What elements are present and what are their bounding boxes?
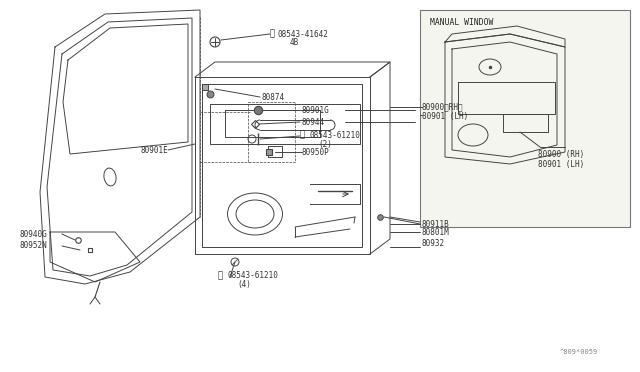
Text: 80874: 80874 (262, 93, 285, 102)
Text: Ⓢ: Ⓢ (218, 272, 223, 280)
Text: 80901 (LH): 80901 (LH) (422, 112, 468, 121)
Text: 80940G: 80940G (20, 230, 48, 238)
Text: 08543-61210: 08543-61210 (227, 272, 278, 280)
Text: 80901 (LH): 80901 (LH) (538, 160, 584, 169)
Text: 08543-61210: 08543-61210 (309, 131, 360, 140)
Text: 80900〈RH〉: 80900〈RH〉 (422, 103, 463, 112)
Text: MANUAL WINDOW: MANUAL WINDOW (430, 17, 493, 26)
Text: (4): (4) (237, 280, 251, 289)
Text: 80952N: 80952N (20, 241, 48, 250)
Text: 80900 (RH): 80900 (RH) (538, 150, 584, 158)
Text: (2): (2) (318, 140, 332, 148)
Text: 80932: 80932 (422, 240, 445, 248)
Text: 80944: 80944 (302, 118, 325, 126)
Text: 80901E: 80901E (140, 145, 168, 154)
Text: 80911B: 80911B (422, 219, 450, 228)
Text: ^809*0059: ^809*0059 (560, 349, 598, 355)
Bar (420, 10, 630, 227)
Text: 80950P: 80950P (302, 148, 330, 157)
Text: 4B: 4B (290, 38, 300, 46)
Text: Ⓢ: Ⓢ (300, 131, 305, 140)
Text: 80901G: 80901G (302, 106, 330, 115)
Text: 08543-41642: 08543-41642 (278, 29, 329, 38)
Text: Ⓢ: Ⓢ (269, 29, 275, 38)
Text: 80801M: 80801M (422, 228, 450, 237)
